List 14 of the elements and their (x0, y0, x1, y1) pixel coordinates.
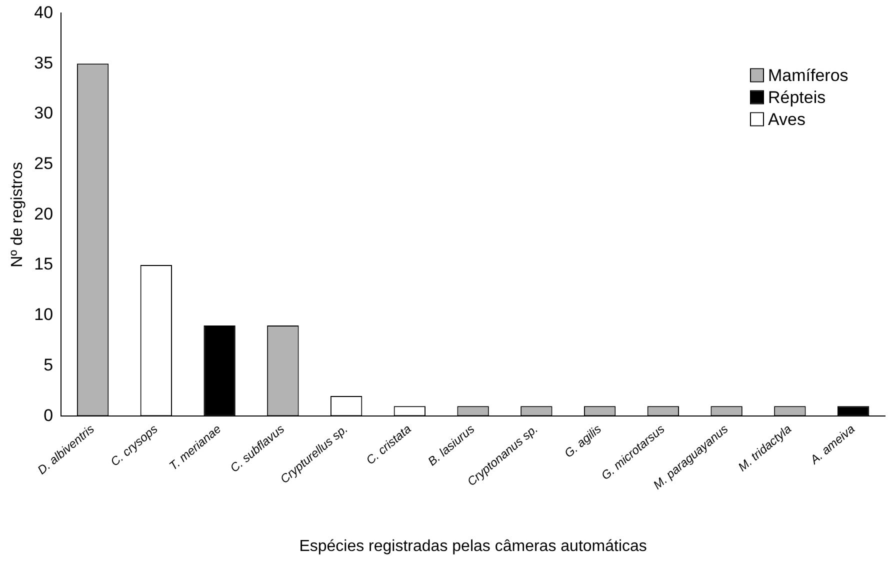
y-tick-label: 40 (34, 2, 54, 22)
y-tick-label: 10 (34, 305, 54, 324)
y-tick-label: 5 (44, 355, 54, 374)
y-tick-label: 35 (34, 53, 54, 72)
legend-label: Aves (768, 110, 806, 129)
y-tick-label: 15 (34, 254, 54, 274)
legend-label: Mamíferos (768, 66, 848, 85)
y-axis-title: Nº de registros (9, 162, 26, 268)
x-axis-title: Espécies registradas pelas câmeras automáticas (299, 538, 647, 555)
legend-label: Répteis (768, 88, 826, 107)
y-tick-label: 30 (34, 104, 54, 123)
y-tick-label: 25 (34, 154, 54, 173)
y-tick-label: 0 (44, 406, 54, 425)
y-tick-label: 20 (34, 204, 54, 224)
